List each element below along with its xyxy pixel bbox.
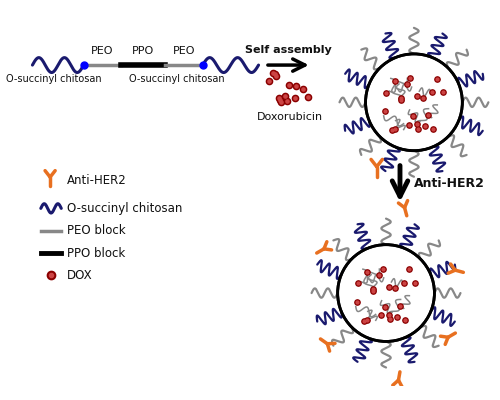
Text: PEO block: PEO block — [67, 224, 126, 237]
Text: O-succinyl chitosan: O-succinyl chitosan — [6, 74, 102, 84]
Circle shape — [338, 245, 434, 342]
Text: Self assembly: Self assembly — [245, 45, 332, 55]
Text: DOX: DOX — [67, 269, 92, 282]
Text: Anti-HER2: Anti-HER2 — [414, 177, 485, 190]
Text: PEO: PEO — [91, 46, 114, 56]
Text: PEO: PEO — [173, 46, 196, 56]
Circle shape — [366, 54, 462, 151]
Text: Anti-HER2: Anti-HER2 — [67, 174, 126, 187]
Text: PPO: PPO — [132, 46, 154, 56]
Text: PPO block: PPO block — [67, 246, 125, 260]
Text: O-succinyl chitosan: O-succinyl chitosan — [67, 202, 182, 215]
Text: O-succinyl chitosan: O-succinyl chitosan — [129, 74, 224, 84]
Text: Doxorubicin: Doxorubicin — [257, 112, 324, 122]
